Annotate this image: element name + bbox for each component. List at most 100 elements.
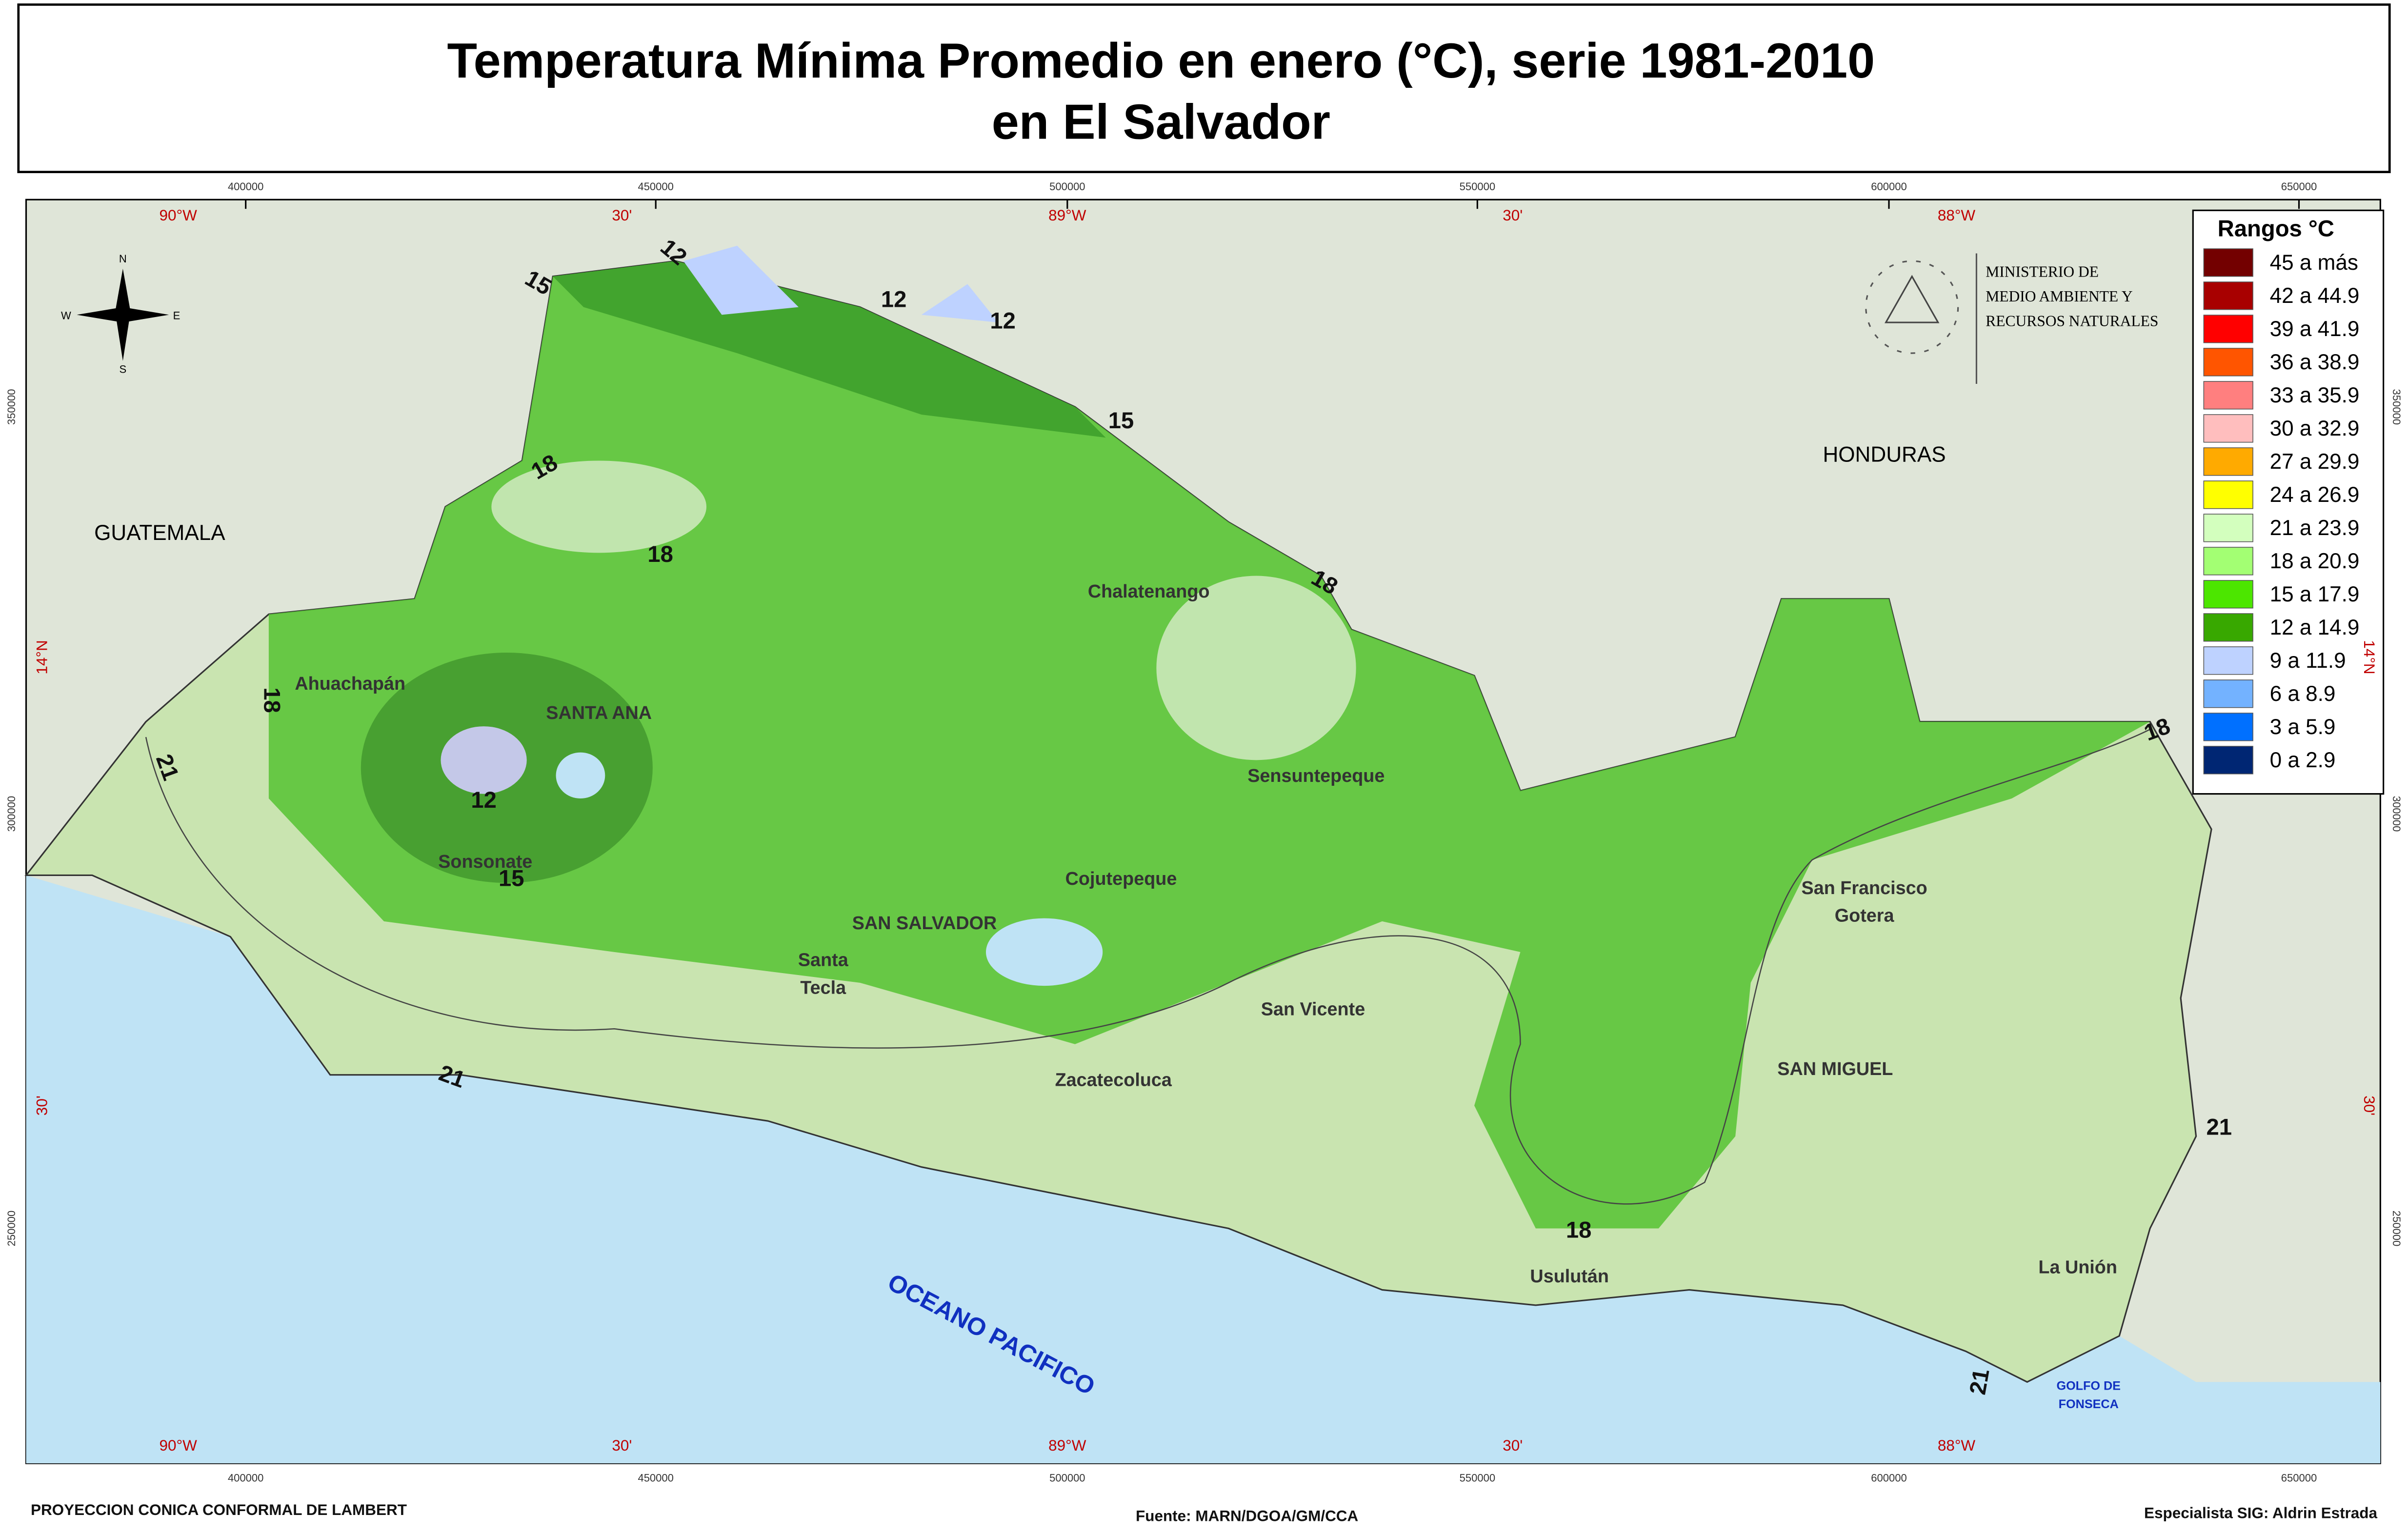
compass-rose xyxy=(77,307,169,323)
legend-label: 6 a 8.9 xyxy=(2270,682,2336,706)
legend-label: 0 a 2.9 xyxy=(2270,748,2336,772)
title: en El Salvador xyxy=(992,95,1330,150)
longitude-label: 30' xyxy=(1503,1437,1523,1454)
latitude-label: 14°N xyxy=(2361,640,2378,674)
longitude-label: 30' xyxy=(1503,207,1523,224)
legend-swatch xyxy=(2203,613,2253,642)
northing-label: 250000 xyxy=(5,1211,18,1246)
zone-12-14 xyxy=(553,261,1106,438)
institution-name: RECURSOS NATURALES xyxy=(1986,312,2158,329)
easting-label: 500000 xyxy=(1049,180,1085,193)
footer-projection: PROYECCION CONICA CONFORMAL DE LAMBERT xyxy=(31,1501,407,1518)
latitude-label: 30' xyxy=(2361,1096,2378,1116)
isoline xyxy=(145,729,2150,1205)
city-label: SAN MIGUEL xyxy=(1777,1059,1893,1079)
longitude-label: 30' xyxy=(612,1437,632,1454)
legend-label: 9 a 11.9 xyxy=(2270,649,2346,673)
compass-label: W xyxy=(61,309,71,321)
latitude-label: 14°N xyxy=(33,640,50,674)
legend-swatch xyxy=(2203,447,2253,476)
map-frame xyxy=(24,199,2381,1464)
legend-swatch xyxy=(2203,414,2253,443)
legend-swatch xyxy=(2203,646,2253,675)
easting-label: 600000 xyxy=(1871,1472,1906,1484)
zone-9-11 xyxy=(441,726,527,794)
longitude-label: 88°W xyxy=(1938,207,1976,224)
isoline-label: 21 xyxy=(2207,1114,2232,1140)
legend-label: 42 a 44.9 xyxy=(2270,284,2360,308)
city-label: Usulután xyxy=(1530,1266,1609,1287)
cities: Ahuachapán SANTA ANA Sonsonate Chalatenango… xyxy=(295,581,2117,1287)
longitude-label: 30' xyxy=(612,207,632,224)
zone-18-20 xyxy=(491,460,707,553)
city-label: Sonsonate xyxy=(438,852,532,872)
legend-label: 30 a 32.9 xyxy=(2270,417,2360,440)
legend-swatch xyxy=(2203,315,2253,343)
easting-label: 650000 xyxy=(2281,1472,2317,1484)
easting-label: 550000 xyxy=(1460,180,1495,193)
northing-label: 250000 xyxy=(2390,1211,2403,1246)
legend-swatch xyxy=(2203,679,2253,708)
compass-label: N xyxy=(119,253,127,265)
northing-label: 350000 xyxy=(5,389,18,425)
longitude-label: 90°W xyxy=(160,207,198,224)
logo xyxy=(1865,260,1959,354)
legend-label: 33 a 35.9 xyxy=(2270,383,2360,407)
isoline-label: 15 xyxy=(1108,408,1134,434)
easting-label: 450000 xyxy=(638,180,673,193)
legend-label: 45 a más xyxy=(2270,251,2358,275)
easting-label: 400000 xyxy=(228,180,263,193)
easting-label: 450000 xyxy=(638,1472,673,1484)
zone-9-11 xyxy=(921,284,999,323)
easting-label: 600000 xyxy=(1871,180,1906,193)
institution-name: MEDIO AMBIENTE Y xyxy=(1986,288,2132,305)
legend-label: 36 a 38.9 xyxy=(2270,350,2360,374)
title-box xyxy=(17,3,2391,173)
gulf-label: GOLFO DE xyxy=(2057,1379,2121,1393)
footer-author: Especialista SIG: Aldrin Estrada xyxy=(2144,1504,2378,1521)
legend-swatch xyxy=(2203,547,2253,576)
longitude-label: 88°W xyxy=(1938,1437,1976,1454)
legend-title: Rangos °C xyxy=(2218,216,2334,242)
country-label: HONDURAS xyxy=(1823,443,1946,467)
city-label: SAN SALVADOR xyxy=(852,913,997,934)
latitude-label: 30' xyxy=(33,1096,50,1116)
legend-label: 15 a 17.9 xyxy=(2270,582,2360,606)
easting-label: 650000 xyxy=(2281,180,2317,193)
lake xyxy=(556,752,605,799)
longitude-label: 90°W xyxy=(160,1437,198,1454)
easting-label: 550000 xyxy=(1460,1472,1495,1484)
city-label: Zacatecoluca xyxy=(1055,1070,1172,1090)
compass-label: S xyxy=(119,363,126,376)
institution: MINISTERIO DE MEDIO AMBIENTE Y RECURSOS … xyxy=(1865,253,2158,384)
northing-label: 300000 xyxy=(2390,796,2403,832)
legend-label: 18 a 20.9 xyxy=(2270,549,2360,573)
city-label: Ahuachapán xyxy=(295,674,405,694)
northing-label: 350000 xyxy=(2390,389,2403,425)
city-label: SANTA ANA xyxy=(546,703,652,723)
longitude-label: 89°W xyxy=(1048,207,1086,224)
isoline-label: 12 xyxy=(990,308,1016,334)
legend-label: 27 a 29.9 xyxy=(2270,450,2360,474)
compass-label: E xyxy=(173,309,181,321)
legend-swatch xyxy=(2203,514,2253,542)
legend-swatch xyxy=(2203,248,2253,277)
legend-swatch xyxy=(2203,480,2253,509)
city-label: La Unión xyxy=(2038,1257,2117,1277)
isoline-label: 21 xyxy=(1965,1367,1994,1396)
ocean xyxy=(26,875,2381,1464)
legend-label: 12 a 14.9 xyxy=(2270,616,2360,639)
legend-swatch xyxy=(2203,381,2253,410)
easting-label: 500000 xyxy=(1049,1472,1085,1484)
graticule: 400000 400000 450000 450000 500000 500000 5500… xyxy=(5,180,2403,1484)
isoline-label: 12 xyxy=(881,287,907,313)
zone-18-20 xyxy=(1156,576,1356,760)
city-label: San Francisco xyxy=(1802,878,1927,898)
legend-label: 39 a 41.9 xyxy=(2270,317,2360,341)
legend-swatch xyxy=(2203,281,2253,310)
city-label: Sensuntepeque xyxy=(1247,766,1385,786)
legend-swatch xyxy=(2203,713,2253,741)
isoline-label: 12 xyxy=(471,787,497,813)
